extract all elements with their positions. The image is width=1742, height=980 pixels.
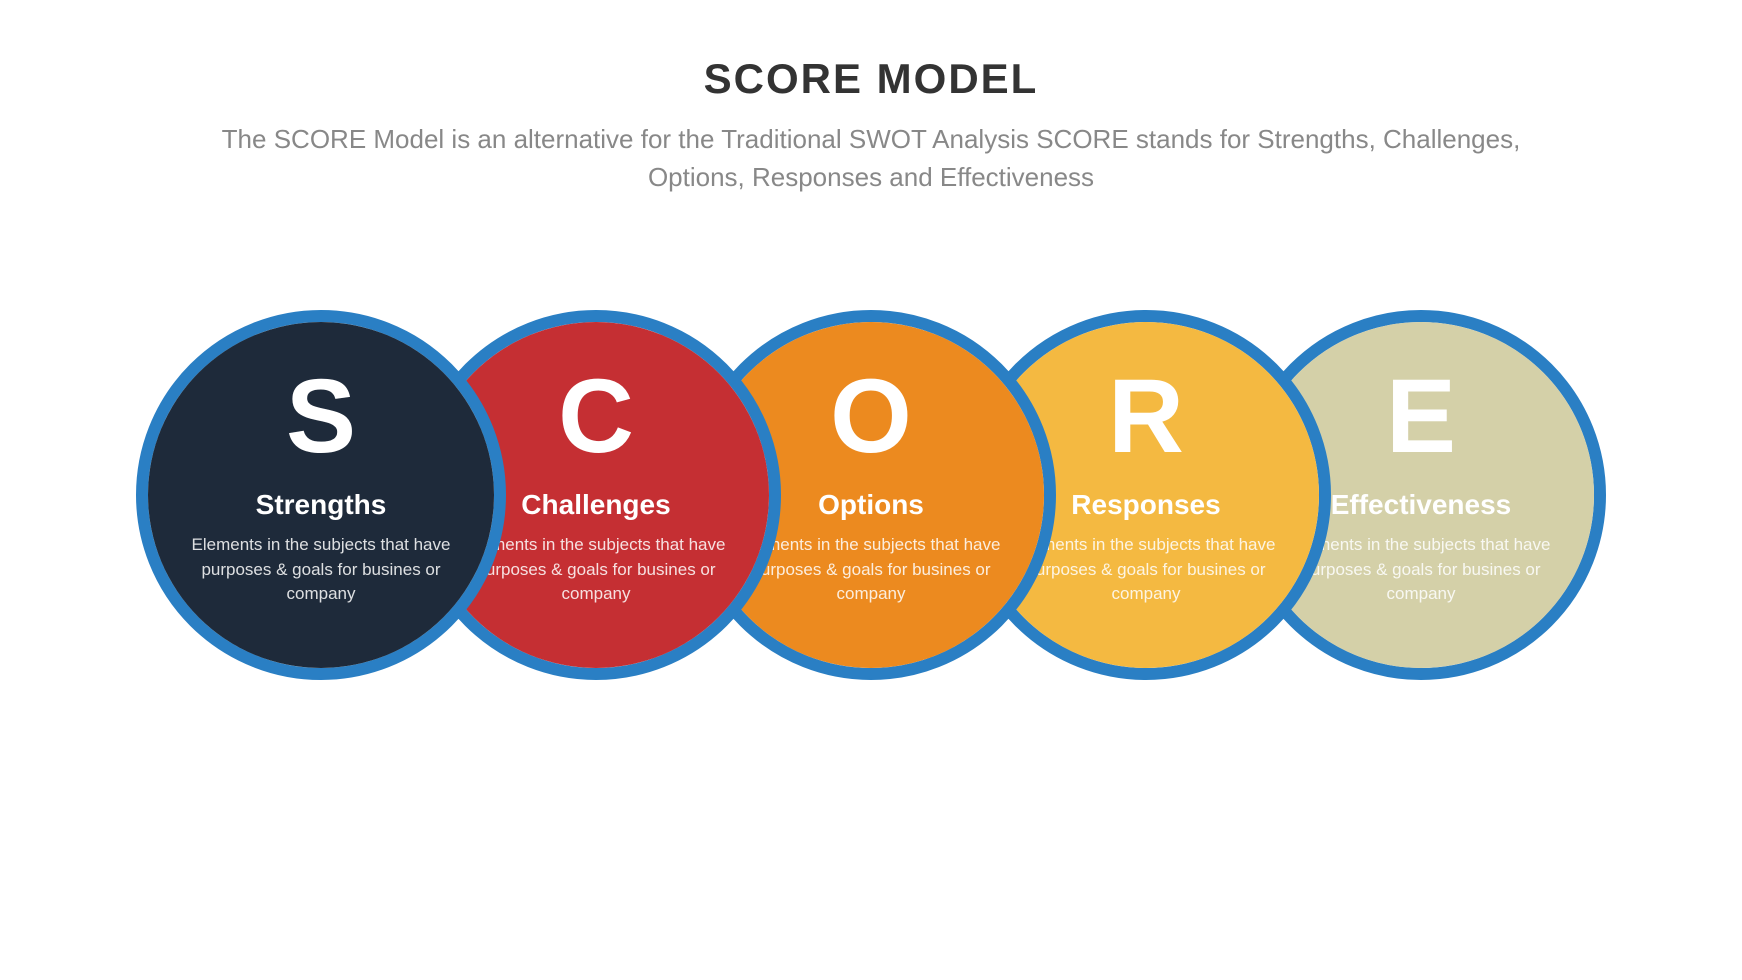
circle-label: Options: [818, 489, 924, 521]
circle-letter: C: [558, 364, 634, 469]
circle-label: Responses: [1071, 489, 1220, 521]
circle-desc: Elements in the subjects that have purpo…: [148, 533, 494, 607]
circle-letter: E: [1386, 364, 1456, 469]
circle-label: Strengths: [256, 489, 387, 521]
circle-label: Effectiveness: [1331, 489, 1512, 521]
circle-label: Challenges: [521, 489, 670, 521]
circle-letter: O: [830, 364, 912, 469]
header: SCORE MODEL The SCORE Model is an altern…: [0, 0, 1742, 196]
circle-letter: R: [1108, 364, 1184, 469]
page-subtitle: The SCORE Model is an alternative for th…: [221, 121, 1521, 196]
circle-letter: S: [286, 364, 356, 469]
circles-row: SStrengthsElements in the subjects that …: [161, 310, 1581, 690]
circle-strengths: S Strengths Elements in the subjects that …: [136, 310, 506, 680]
circle-inner-strengths: S Strengths Elements in the subjects that …: [148, 322, 494, 668]
page-title: SCORE MODEL: [0, 55, 1742, 103]
